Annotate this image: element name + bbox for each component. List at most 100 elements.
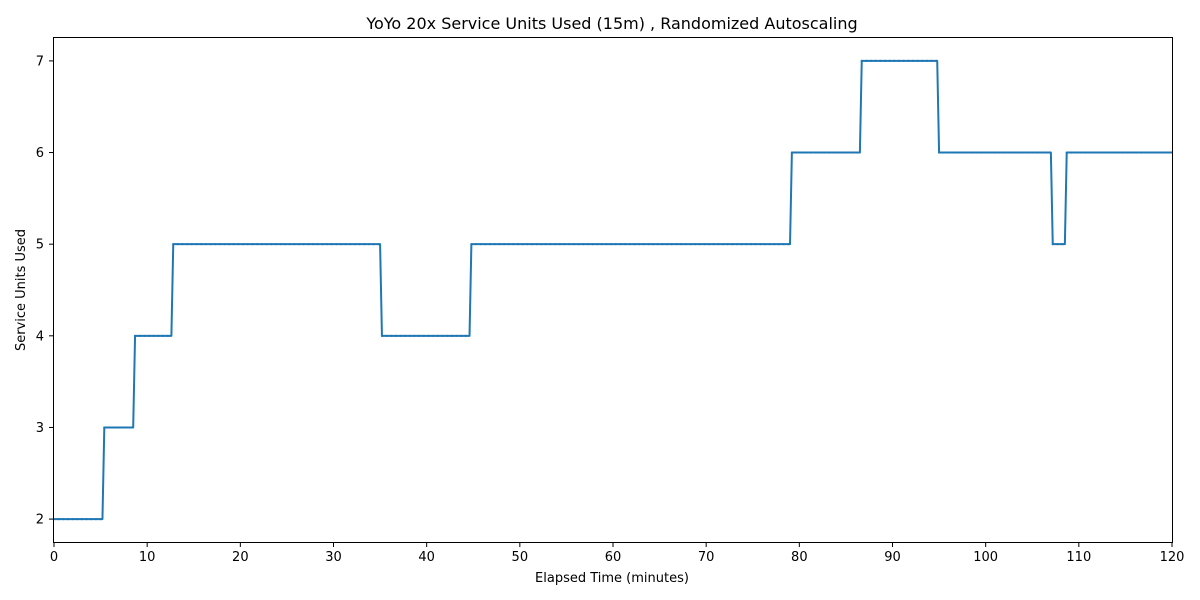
data-point <box>856 151 859 154</box>
data-point <box>1051 243 1054 246</box>
data-point <box>166 334 169 337</box>
x-axis-label: Elapsed Time (minutes) <box>535 571 689 586</box>
data-point <box>1074 151 1078 154</box>
data-point <box>121 426 125 429</box>
data-point <box>474 243 478 246</box>
data-point <box>883 59 887 63</box>
data-point <box>540 243 543 246</box>
data-point <box>544 243 548 246</box>
data-point <box>568 243 571 246</box>
data-point <box>624 243 627 246</box>
data-point <box>652 243 655 246</box>
data-point <box>335 243 338 246</box>
data-point <box>947 151 950 154</box>
data-point <box>1026 151 1029 154</box>
data-point <box>993 151 997 154</box>
data-point <box>925 59 929 63</box>
data-point <box>512 243 515 246</box>
data-point <box>787 243 790 246</box>
data-point <box>670 243 673 246</box>
y-tick-label: 7 <box>36 54 44 69</box>
data-point <box>921 59 924 63</box>
data-point <box>596 243 599 246</box>
chart-title: YoYo 20x Service Units Used (15m) , Rand… <box>365 14 857 33</box>
data-point <box>712 243 715 246</box>
data-point <box>935 59 938 63</box>
data-point <box>698 243 701 246</box>
data-point <box>377 243 380 246</box>
data-point <box>633 243 636 246</box>
data-point <box>66 517 70 521</box>
data-point <box>256 243 259 246</box>
data-point <box>446 334 449 337</box>
data-point <box>358 243 361 246</box>
data-point <box>600 243 603 246</box>
data-point <box>530 243 534 246</box>
data-point <box>526 243 529 246</box>
data-point <box>436 334 439 337</box>
data-point <box>1040 151 1043 154</box>
data-point <box>661 243 664 246</box>
data-point <box>842 151 845 154</box>
data-point <box>1012 151 1015 154</box>
data-point <box>865 59 868 63</box>
x-tick-label: 20 <box>232 550 249 565</box>
data-point <box>1144 151 1148 154</box>
x-tick-label: 30 <box>325 550 342 565</box>
data-point <box>759 243 762 246</box>
data-point <box>591 243 594 246</box>
data-point <box>1056 243 1059 246</box>
data-point <box>930 59 933 63</box>
data-point <box>228 243 231 246</box>
data-point <box>172 243 175 246</box>
data-point <box>161 334 165 337</box>
data-point <box>970 151 973 154</box>
x-tick-label: 60 <box>605 550 622 565</box>
data-point <box>942 151 945 154</box>
data-point <box>1140 151 1143 154</box>
y-tick-label: 2 <box>36 513 44 528</box>
data-point <box>1003 151 1006 154</box>
data-point <box>311 243 315 246</box>
data-point <box>460 334 463 337</box>
data-point <box>1045 151 1048 154</box>
data-point <box>297 243 301 246</box>
data-point <box>800 151 803 154</box>
data-point <box>214 243 217 246</box>
data-point <box>582 243 585 246</box>
x-tick-label: 120 <box>1160 550 1185 565</box>
data-point <box>270 243 273 246</box>
data-point <box>493 243 496 246</box>
marker-layer <box>52 59 1171 521</box>
data-point <box>57 517 60 521</box>
y-tick-label: 6 <box>36 146 44 161</box>
data-point <box>768 243 771 246</box>
data-point <box>1126 151 1129 154</box>
data-point <box>204 243 207 246</box>
data-point <box>614 243 617 246</box>
data-point <box>246 243 249 246</box>
data-point <box>837 151 840 154</box>
y-axis: 2 3 4 5 6 7 <box>36 54 54 528</box>
data-point <box>1021 151 1025 154</box>
data-point <box>1135 151 1138 154</box>
data-point <box>344 243 347 246</box>
data-point <box>117 426 120 429</box>
data-point <box>638 243 641 246</box>
x-tick-label: 80 <box>791 550 808 565</box>
data-point <box>790 151 793 154</box>
data-point <box>422 334 425 337</box>
data-point <box>363 243 366 246</box>
x-tick-label: 50 <box>512 550 529 565</box>
data-point <box>265 243 268 246</box>
data-point <box>965 151 969 154</box>
data-point <box>349 243 352 246</box>
data-point <box>809 151 812 154</box>
data-point <box>902 59 905 63</box>
data-point <box>782 243 785 246</box>
data-point <box>380 334 384 337</box>
data-point <box>554 243 557 246</box>
data-point <box>484 243 487 246</box>
data-point <box>195 243 198 246</box>
data-point <box>251 243 254 246</box>
